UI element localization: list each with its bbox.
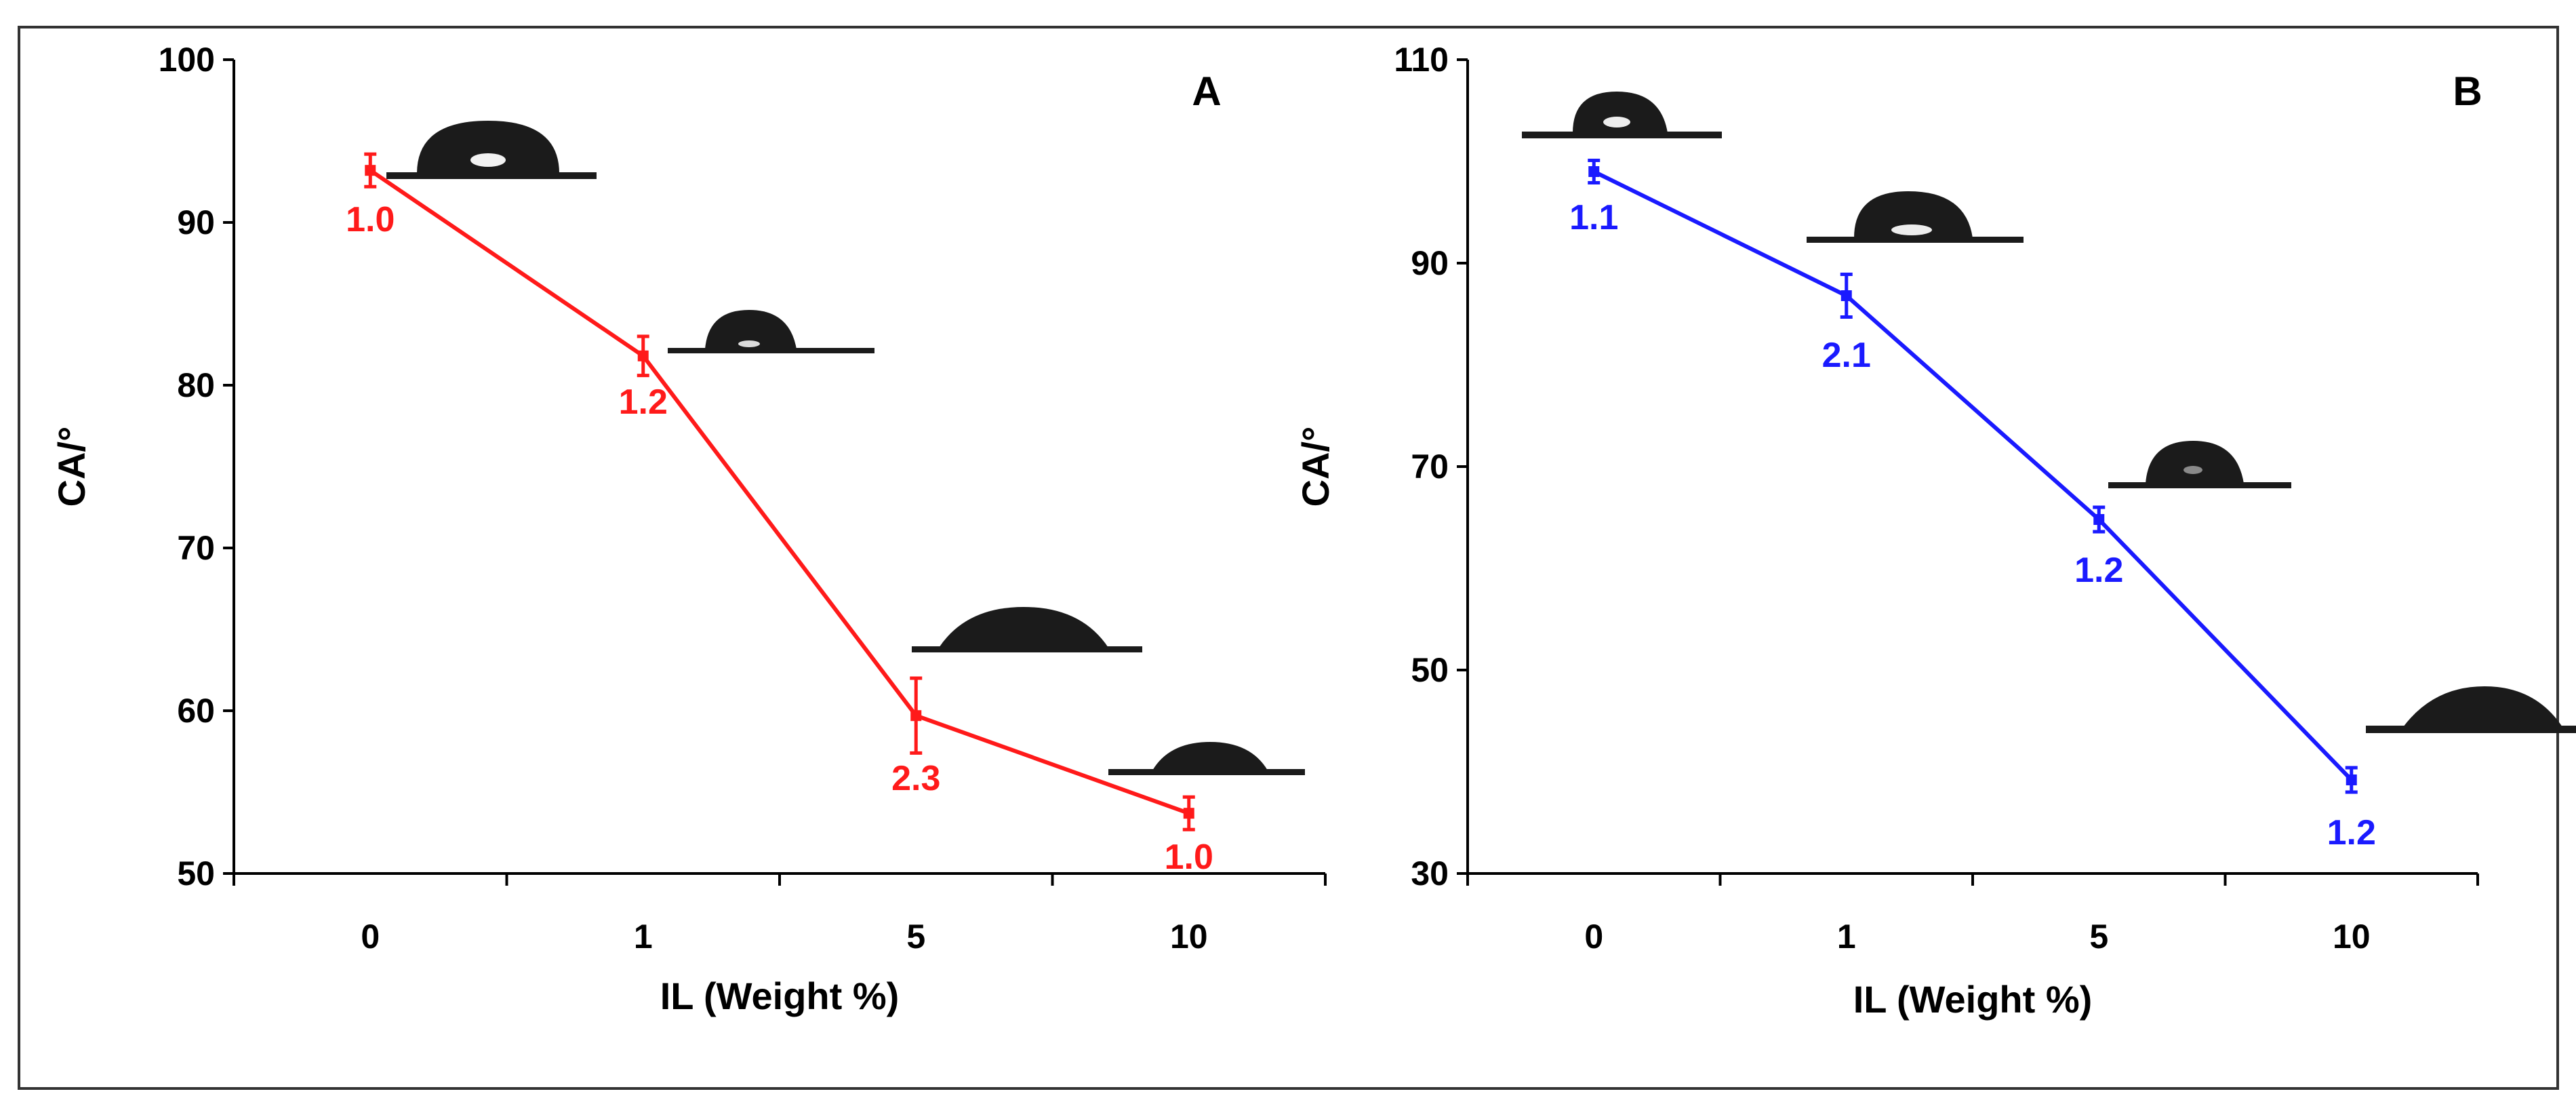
- panel-b-ylabel: CA/°: [1294, 427, 1337, 507]
- droplet-image: [386, 121, 597, 179]
- panel-a-x-ticks: [233, 873, 1327, 886]
- panel-a-ytick-label: 90: [177, 203, 215, 241]
- panel-b-x-ticks: [1466, 873, 2479, 886]
- panel-a-point-label: 2.3: [891, 759, 940, 798]
- figure-border: [18, 26, 2559, 1090]
- panel-b-axes: 30 50 70 90 110 0 1 5 10 IL (Weight %) C…: [1294, 41, 2479, 1021]
- data-point: [365, 165, 376, 176]
- panel-a: A 50 60 70 80 90 100 0 1 5 10 IL (Weight…: [50, 41, 1327, 1017]
- droplet-image: [912, 607, 1142, 652]
- panel-a-xtick-label: 5: [906, 918, 925, 956]
- series-line: [1592, 170, 2353, 782]
- droplet-image: [2108, 441, 2291, 488]
- panel-b-point-label: 1.2: [2074, 551, 2123, 590]
- panel-a-point-label: 1.0: [1165, 838, 1213, 877]
- panel-b-xtick-label: 0: [1584, 918, 1603, 956]
- panel-a-ytick-label: 80: [177, 366, 215, 404]
- panel-b-ytick-label: 50: [1411, 651, 1449, 689]
- panel-a-axes: 50 60 70 80 90 100 0 1 5 10 IL (Weight %…: [50, 41, 1327, 1017]
- panel-b-point-label: 1.1: [1569, 198, 1618, 237]
- data-point: [1588, 166, 1600, 177]
- panel-b-xtick-label: 1: [1837, 918, 1856, 956]
- panel-a-ytick-label: 100: [159, 41, 215, 79]
- panel-a-y-ticks: [223, 58, 234, 875]
- panel-a-xtick-label: 1: [634, 918, 653, 956]
- panel-b-xtick-label: 5: [2089, 918, 2108, 956]
- panel-b-xlabel: IL (Weight %): [1853, 978, 2093, 1021]
- panel-b: B 30 50 70 90 110 0 1 5 10 IL (Weight %)…: [1294, 41, 2576, 1021]
- droplet-image: [1522, 92, 1722, 138]
- panel-b-point-label: 1.2: [2327, 813, 2376, 852]
- panel-b-ytick-label: 70: [1411, 448, 1449, 486]
- panel-b-xtick-label: 10: [2333, 918, 2371, 956]
- panel-a-ylabel: CA/°: [50, 427, 93, 507]
- panel-a-ytick-label: 50: [177, 855, 215, 892]
- data-point: [2093, 514, 2105, 525]
- panel-a-xtick-label: 10: [1170, 918, 1208, 956]
- panel-a-letter: A: [1192, 68, 1221, 114]
- panel-b-ytick-label: 110: [1394, 41, 1449, 79]
- panel-a-ytick-label: 70: [177, 529, 215, 567]
- droplet-image: [1807, 191, 2024, 243]
- data-point: [910, 710, 922, 722]
- droplet-image: [668, 310, 874, 353]
- panel-b-ytick-label: 30: [1411, 855, 1449, 892]
- panel-a-point-label: 1.0: [346, 200, 395, 239]
- series-line: [369, 168, 1190, 816]
- data-point: [1183, 808, 1194, 819]
- panel-a-point-label: 1.2: [619, 382, 668, 422]
- panel-a-xlabel: IL (Weight %): [660, 975, 900, 1017]
- panel-a-series: [364, 152, 1195, 831]
- droplet-image: [2366, 686, 2576, 733]
- droplet-image: [1108, 742, 1305, 775]
- panel-b-series: [1588, 159, 2358, 794]
- data-point: [1840, 290, 1852, 301]
- panel-b-y-ticks: [1457, 58, 1468, 875]
- panel-b-ytick-label: 90: [1411, 244, 1449, 282]
- data-point: [2346, 774, 2357, 785]
- panel-b-point-label: 2.1: [1822, 336, 1871, 375]
- panel-a-xtick-label: 0: [361, 918, 380, 956]
- panel-a-ytick-label: 60: [177, 692, 215, 730]
- panel-b-letter: B: [2453, 68, 2482, 114]
- data-point: [637, 350, 649, 361]
